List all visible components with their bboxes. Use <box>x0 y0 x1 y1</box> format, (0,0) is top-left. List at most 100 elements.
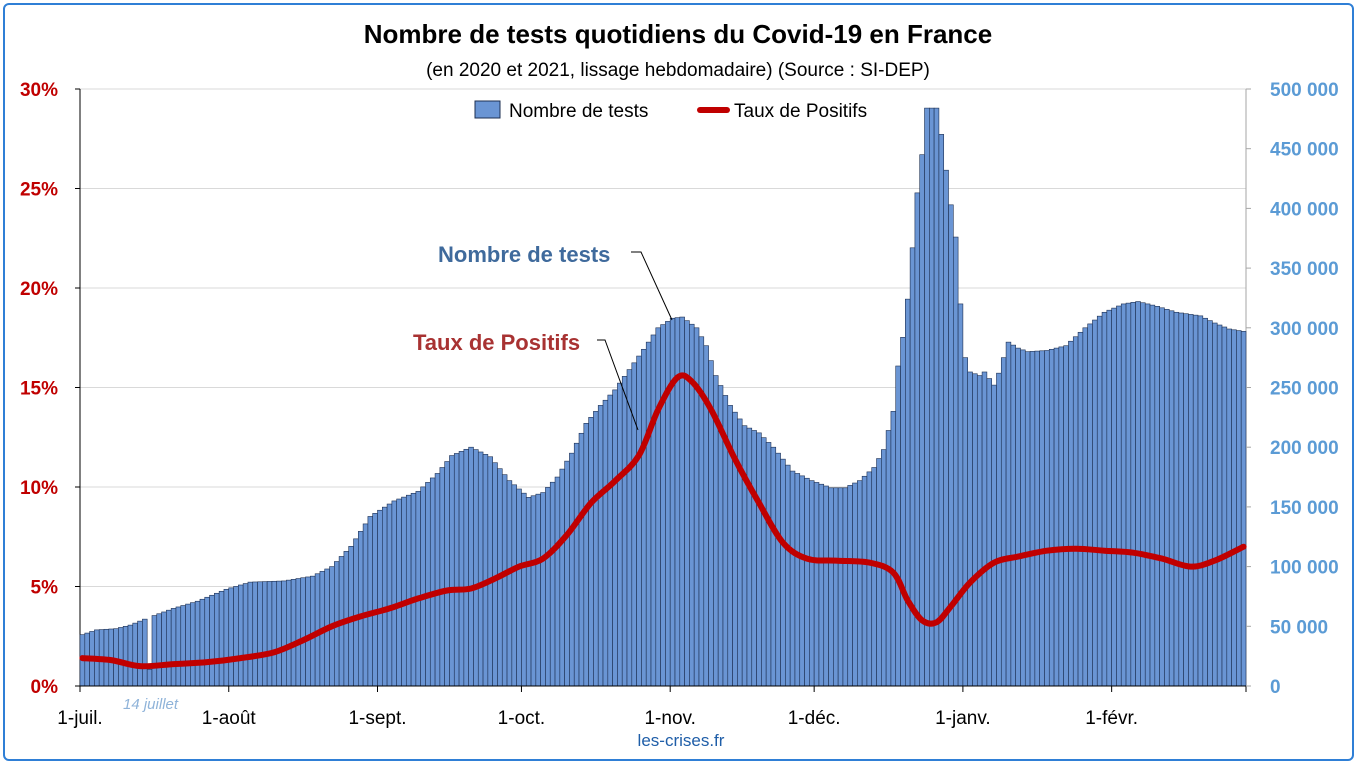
tests-bar <box>952 236 959 687</box>
tests-bar <box>1096 315 1103 687</box>
tests-bar <box>276 580 282 687</box>
tests-bar <box>238 584 244 687</box>
tests-bar <box>1183 313 1189 687</box>
tests-bar <box>761 437 767 687</box>
tests-bar <box>444 461 450 687</box>
tests-bar <box>458 451 465 687</box>
tests-bar <box>751 430 757 687</box>
tests-bar <box>1068 340 1074 687</box>
tests-bar <box>612 389 618 687</box>
right-axis-tick-label: 350 000 <box>1270 259 1339 280</box>
tests-bar <box>199 598 206 687</box>
right-axis-tick-label: 150 000 <box>1270 498 1339 519</box>
tests-bar <box>357 531 364 687</box>
tests-bar <box>1111 307 1117 687</box>
tests-bar <box>597 405 604 687</box>
tests-bar <box>372 513 378 687</box>
tests-bar <box>468 446 474 687</box>
tests-bar <box>142 618 148 687</box>
tests-bar <box>1135 301 1141 687</box>
tests-bar <box>449 455 455 687</box>
tests-bar <box>1178 312 1184 687</box>
tests-bar <box>929 107 935 687</box>
tests-bar <box>1092 319 1098 687</box>
tests-bar <box>405 494 412 687</box>
tests-bar <box>976 375 983 687</box>
tests-bar <box>833 487 839 687</box>
x-axis-tick-label: 1-août <box>202 708 257 729</box>
tests-bar <box>391 500 397 687</box>
tests-bar <box>900 337 906 687</box>
tests-bar <box>453 453 460 687</box>
tests-bar <box>1039 350 1045 687</box>
tests-bar <box>473 449 479 687</box>
right-axis-tick-label: 500 000 <box>1270 80 1339 101</box>
tests-bar <box>175 606 182 687</box>
tests-bar <box>305 576 311 687</box>
tests-bar <box>530 495 537 687</box>
tests-bar <box>209 594 215 687</box>
tests-bar <box>1000 357 1007 687</box>
right-axis-tick-label: 100 000 <box>1270 558 1339 579</box>
chart-title: Nombre de tests quotidiens du Covid-19 e… <box>364 19 992 49</box>
tests-bar <box>1010 344 1016 687</box>
tests-bar <box>564 460 570 687</box>
tests-bar <box>583 423 589 687</box>
tests-bar <box>765 442 772 687</box>
tests-bar <box>501 474 508 687</box>
right-axis-labels: 0 50 000 100 000 150 000 200 000 250 000 300 0… <box>1246 80 1339 698</box>
tests-bar <box>962 357 969 687</box>
tests-bar <box>669 317 676 687</box>
tests-bar <box>1159 307 1165 687</box>
left-axis-tick-label: 30% <box>20 80 58 101</box>
tests-bar <box>650 334 657 687</box>
right-axis-tick-label: 300 000 <box>1270 319 1339 340</box>
tests-bar <box>1207 320 1213 687</box>
source-credit: les-crises.fr <box>638 731 725 750</box>
tests-bar <box>1106 309 1112 687</box>
tests-bar <box>511 484 517 687</box>
tests-bar <box>367 516 373 687</box>
right-axis-tick-label: 450 000 <box>1270 140 1339 161</box>
tests-bar <box>516 488 522 687</box>
tests-bar <box>905 298 911 687</box>
tests-bar <box>194 600 201 687</box>
tests-bar <box>492 462 498 687</box>
tests-bar <box>127 624 134 687</box>
legend-label-tests: Nombre de tests <box>509 101 648 122</box>
tests-bar <box>190 602 196 687</box>
tests-bar <box>233 586 239 687</box>
tests-bar <box>660 324 666 687</box>
tests-bar <box>1140 302 1146 687</box>
tests-bar <box>861 475 868 687</box>
tests-bar <box>252 581 258 687</box>
tests-bar <box>247 581 254 687</box>
tests-bar <box>967 371 973 687</box>
tests-bar <box>401 496 407 687</box>
tests-bar <box>756 432 762 687</box>
tests-bar <box>151 615 158 687</box>
tests-bar <box>1077 331 1084 687</box>
legend-label-positivity: Taux de Positifs <box>734 101 867 122</box>
x-axis-tick-label: 1-juil. <box>57 708 102 729</box>
tests-bar <box>463 448 469 687</box>
tests-bar <box>1236 330 1242 687</box>
tests-bar <box>972 373 978 687</box>
tests-bar <box>818 483 825 687</box>
tests-bar <box>228 587 234 687</box>
x-axis-tick-label: 1-févr. <box>1085 708 1138 729</box>
tests-bar <box>578 432 585 687</box>
tests-bar <box>991 384 997 687</box>
tests-bar <box>525 497 532 687</box>
tests-bar <box>362 523 369 687</box>
tests-bar <box>569 452 575 687</box>
tests-bar <box>770 446 777 687</box>
x-axis-tick-label: 1-janv. <box>935 708 991 729</box>
tests-bar <box>1197 315 1204 687</box>
tests-bar <box>310 575 316 687</box>
tests-bar <box>286 579 292 687</box>
tests-bar <box>986 378 992 687</box>
tests-bar <box>775 452 781 687</box>
tests-bar <box>645 341 652 687</box>
